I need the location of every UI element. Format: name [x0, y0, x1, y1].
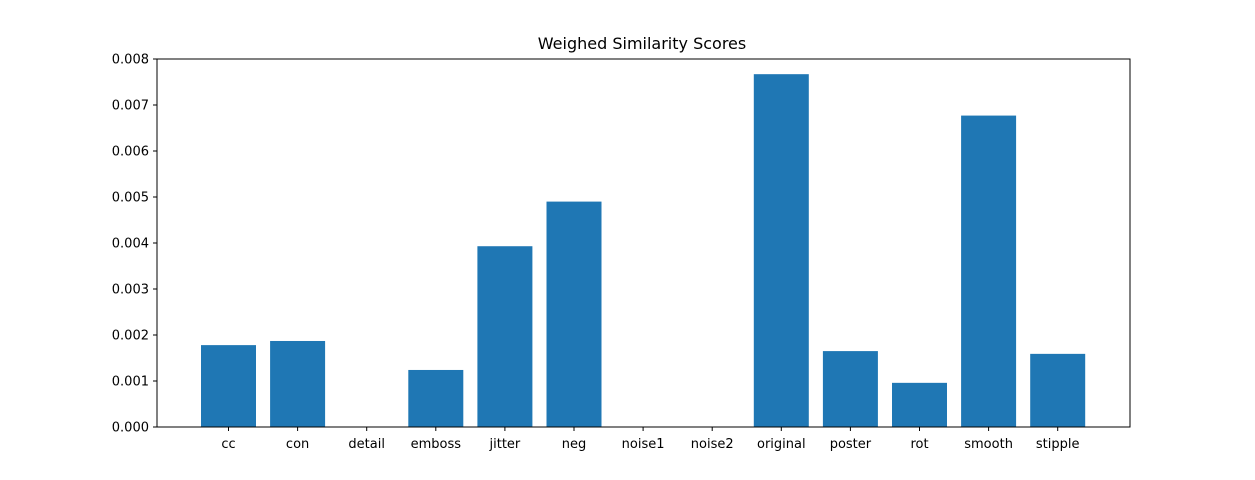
x-tick-label-emboss: emboss [411, 437, 462, 452]
y-tick-label: 0.001 [112, 375, 149, 390]
bars-group [201, 74, 1086, 428]
bar-emboss [408, 369, 464, 427]
y-tick-label: 0.004 [112, 237, 149, 252]
y-tick-label: 0.002 [112, 329, 149, 344]
bar-original [753, 74, 809, 428]
bar-smooth [961, 115, 1017, 427]
bar-stipple [1030, 353, 1086, 427]
y-tick-label: 0.003 [112, 283, 149, 298]
bar-poster [822, 351, 878, 427]
bar-jitter [477, 246, 533, 427]
bar-rot [892, 382, 947, 427]
y-tick-label: 0.005 [112, 191, 149, 206]
y-tick-label: 0.008 [112, 53, 149, 68]
x-tick-label-stipple: stipple [1036, 437, 1080, 452]
x-tick-label-noise1: noise1 [622, 437, 665, 452]
y-tick-label: 0.006 [112, 145, 149, 160]
x-tick-label-neg: neg [562, 437, 587, 452]
x-tick-label-noise2: noise2 [691, 437, 734, 452]
x-tick-label-cc: cc [221, 437, 235, 452]
y-tick-label: 0.007 [112, 99, 149, 114]
chart-title: Weighed Similarity Scores [538, 34, 746, 53]
x-tick-label-poster: poster [830, 437, 872, 452]
y-axis: 0.000 0.001 0.002 0.003 0.004 0.005 0.006 0.007… [112, 53, 157, 436]
bar-cc [201, 345, 256, 427]
x-axis: cc con detail emboss jitter neg noise1 noise2 or… [221, 427, 1080, 452]
x-tick-label-con: con [286, 437, 309, 452]
x-tick-label-original: original [757, 437, 806, 452]
bar-con [270, 340, 326, 427]
x-tick-label-detail: detail [348, 437, 385, 452]
x-tick-label-rot: rot [910, 437, 928, 452]
y-tick-label: 0.000 [112, 421, 149, 436]
x-tick-label-jitter: jitter [489, 437, 521, 452]
plot-frame [156, 58, 1131, 428]
x-tick-label-smooth: smooth [964, 437, 1013, 452]
bar-neg [546, 201, 602, 427]
